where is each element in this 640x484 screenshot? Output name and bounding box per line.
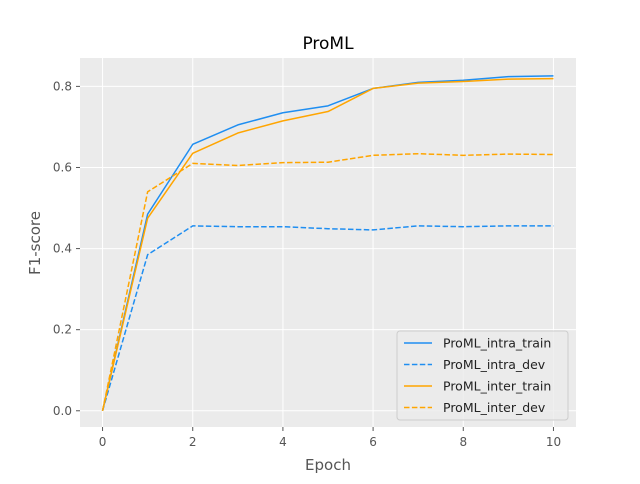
legend: ProML_intra_train ProML_intra_dev ProML_in…: [396, 330, 569, 421]
legend-label: ProML_intra_dev: [443, 357, 546, 372]
y-tick-label: 0.4: [53, 242, 72, 256]
legend-label: ProML_inter_train: [443, 379, 551, 394]
series-line-proml-intra-train: [101, 75, 554, 411]
x-tick-label: 0: [99, 435, 107, 449]
legend-label: ProML_inter_dev: [443, 400, 546, 415]
x-tick-label: 6: [369, 435, 377, 449]
y-tick-label: 0.2: [53, 323, 72, 337]
legend-label: ProML_intra_train: [443, 336, 551, 351]
x-axis-label: Epoch: [305, 456, 351, 474]
x-tick-label: 8: [459, 435, 467, 449]
series-line-proml-intra-dev: [101, 225, 554, 411]
y-axis-label: F1-score: [26, 211, 44, 275]
x-tick-label: 2: [189, 435, 197, 449]
x-tick-label: 10: [546, 435, 561, 449]
x-tick-label: 4: [279, 435, 287, 449]
series-line-proml-inter-dev: [101, 152, 554, 411]
y-ticks: 0.0 0.2 0.4 0.6 0.8: [53, 79, 80, 418]
series-lines: [101, 75, 554, 411]
series-line-proml-inter-train: [101, 77, 554, 411]
x-ticks: 0 2 4 6 8 10: [99, 427, 561, 449]
y-tick-label: 0.6: [53, 160, 72, 174]
legend-box: [396, 330, 569, 421]
y-tick-label: 0.8: [53, 79, 72, 93]
y-tick-label: 0.0: [53, 404, 72, 418]
chart-title: ProML: [302, 34, 354, 54]
